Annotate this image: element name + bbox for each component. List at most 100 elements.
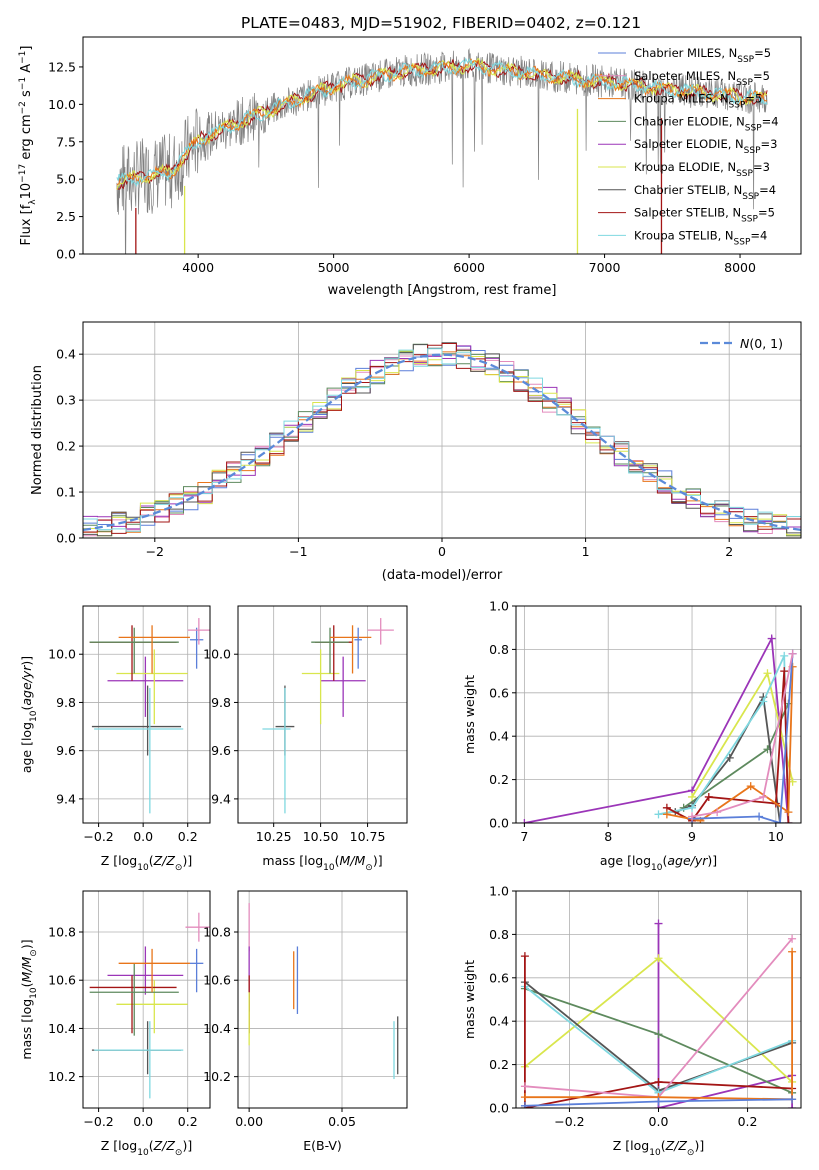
x-tick-label: 8000 [724, 260, 756, 275]
axes-frame [237, 605, 408, 824]
legend-entry: Chabrier MILES, NSSP=5 [634, 46, 771, 65]
panel-weight_vs_age: 7 8 9 10 0.0 0.2 0.4 0.6 0.8 1.0 age [log10(age/yr… [462, 599, 802, 873]
weight-marker [788, 1104, 797, 1108]
y-tick-label: 1.0 [489, 599, 509, 614]
y-tick-label: 9.8 [211, 695, 231, 710]
legend-entry: Chabrier STELIB, NSSP=4 [634, 183, 776, 202]
weight-marker [520, 1093, 529, 1102]
weight-marker [520, 952, 529, 961]
x-tick-label: 7 [520, 829, 528, 844]
x-tick-label: 7000 [589, 260, 621, 275]
y-tick-label: 7.5 [56, 134, 76, 149]
x-tick-label: −0.2 [554, 1114, 584, 1129]
weight-marker [654, 954, 663, 963]
y-tick-label: 0.4 [489, 1014, 509, 1029]
y-tick-label: 10.4 [203, 1021, 231, 1036]
y-tick-label: 10.6 [48, 973, 76, 988]
errorbar-point-chabrier_miles [189, 627, 204, 669]
x-tick-label: 6000 [453, 260, 485, 275]
weight-marker [713, 808, 722, 817]
y-tick-label: 12.5 [48, 59, 76, 74]
errorbar-point-salpeter_miles [187, 618, 210, 645]
errorbar-point-kroupa_miles [118, 625, 190, 674]
errorbar-point-kroupa_elodie [116, 980, 188, 1034]
legend-entry: Salpeter STELIB, NSSP=5 [634, 206, 775, 225]
histogram-salpeter_elodie [83, 345, 801, 538]
axes-frame [82, 321, 802, 539]
y-tick-label: 0.2 [489, 772, 509, 787]
x-axis-label: wavelength [Angstrom, rest frame] [328, 283, 557, 298]
errorbar-point-salpeter_elodie [107, 946, 184, 995]
errorbar-point-chabrier_miles [189, 948, 204, 993]
histogram-chabrier_miles [83, 345, 801, 538]
histogram-chabrier_elodie [83, 343, 801, 538]
weight-marker [654, 1097, 663, 1106]
x-tick-label: 0.00 [235, 1114, 263, 1129]
weight-marker [662, 810, 671, 819]
errorbar-point-kroupa_stelib [94, 687, 184, 814]
x-tick-label: 0.2 [738, 1114, 758, 1129]
y-tick-label: 10.6 [203, 973, 231, 988]
gaussian-curve [83, 353, 801, 532]
weight-marker [688, 812, 697, 821]
x-tick-label: 10.25 [256, 829, 292, 844]
histogram-salpeter_stelib [83, 343, 801, 538]
plot-area [262, 618, 394, 814]
y-tick-label: 0.0 [489, 1101, 509, 1116]
y-tick-label: 10.2 [203, 1069, 231, 1084]
y-tick-label: 9.4 [56, 791, 76, 806]
x-axis-label: mass [log10(M/M⊙)] [262, 853, 382, 873]
weight-marker [654, 810, 663, 819]
y-axis-label: Flux [fλ10−17 erg cm−2 s−1 A−1] [18, 46, 38, 246]
legend-entry: Salpeter MILES, NSSP=5 [634, 69, 770, 88]
y-tick-label: 9.6 [56, 743, 76, 758]
y-axis-label: mass weight [462, 675, 477, 754]
weight-line-salpeter_elodie [657, 923, 793, 1108]
weight-line-chabrier_miles [691, 653, 794, 823]
x-tick-label: 0.05 [328, 1114, 356, 1129]
axes-frame [82, 605, 211, 824]
y-tick-label: 0.6 [489, 970, 509, 985]
y-tick-label: 10.0 [48, 97, 76, 112]
histogram-chabrier_stelib [83, 342, 801, 538]
x-tick-label: 0.0 [133, 1114, 153, 1129]
x-tick-label: −0.2 [83, 829, 113, 844]
weight-marker [759, 697, 768, 706]
plot-area [83, 342, 801, 538]
weight-marker [520, 819, 529, 823]
axes-frame [237, 890, 408, 1109]
y-tick-label: 0.6 [489, 685, 509, 700]
weight-line-salpeter_stelib [524, 956, 793, 1108]
x-tick-label: 2 [725, 544, 733, 559]
weight-marker [654, 1077, 663, 1086]
x-tick-label: 4000 [182, 260, 214, 275]
y-tick-label: 0.2 [489, 1057, 509, 1072]
x-tick-label: −0.2 [83, 1114, 113, 1129]
panel-spectrum: 4000 5000 6000 7000 8000 0.0 2.5 5.0 7.5 10.0 12.5… [18, 36, 802, 298]
y-tick-label: 0.4 [489, 729, 509, 744]
weight-marker [746, 782, 755, 791]
y-tick-label: 0.2 [56, 439, 76, 454]
panel-mass_vs_Z: −0.2 0.0 0.2 10.2 10.4 10.6 10.8 Z [log10(Z/Z⊙)… [19, 890, 211, 1158]
plot-area [116, 47, 768, 254]
axes-frame [82, 890, 211, 1109]
plot-area [89, 912, 210, 1099]
x-tick-label: −2 [146, 544, 164, 559]
weight-marker [788, 934, 797, 943]
y-tick-label: 10.8 [48, 924, 76, 939]
weight-line-salpeter_elodie [524, 635, 790, 823]
y-tick-label: 9.8 [56, 695, 76, 710]
weight-marker [755, 812, 764, 821]
plot-area [248, 903, 399, 1080]
errorbar-point-kroupa_stelib [262, 687, 291, 814]
errorbar-point-salpeter_elodie [320, 656, 366, 717]
errorbar-point-chabrier_stelib [91, 1021, 182, 1075]
y-tick-label: 10.4 [48, 1021, 76, 1036]
y-tick-label: 9.6 [211, 743, 231, 758]
errorbar-point-salpeter_stelib [89, 975, 177, 1034]
weight-marker [688, 803, 697, 812]
weight-marker [654, 1030, 663, 1039]
errorbar-point-salpeter_elodie [107, 656, 184, 717]
y-tick-label: 2.5 [56, 209, 76, 224]
x-tick-label: 9 [688, 829, 696, 844]
